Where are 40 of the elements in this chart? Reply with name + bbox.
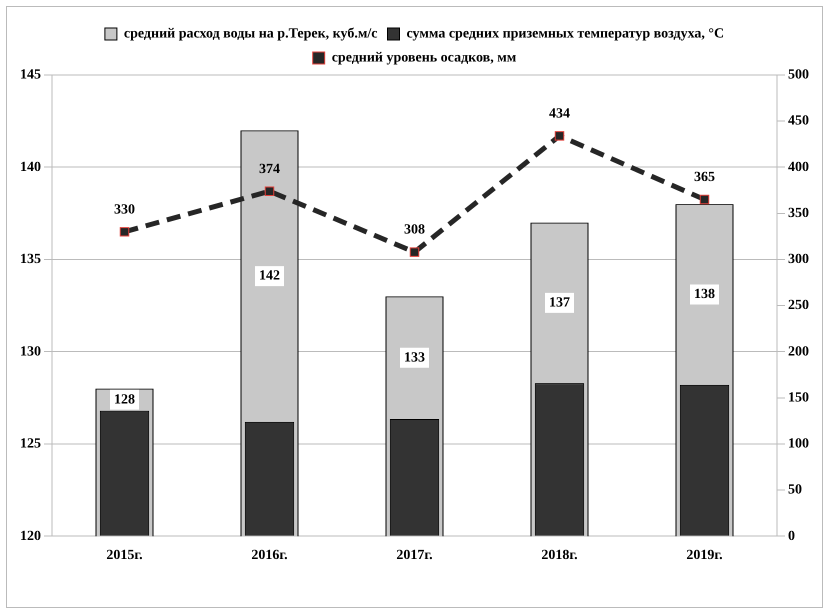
y2-tick-label: 200 [788, 344, 809, 360]
data-label: 142 [259, 268, 280, 284]
y2-tick-label: 50 [788, 482, 802, 498]
y-tick-label: 135 [20, 252, 41, 268]
data-label: 133 [404, 350, 425, 366]
legend-label: средний расход воды на р.Терек, куб.м/с [124, 26, 378, 42]
y2-tick-label: 0 [788, 528, 795, 544]
point [120, 227, 130, 237]
point [264, 186, 274, 196]
data-label: 308 [404, 222, 425, 238]
data-label: 330 [114, 202, 135, 218]
x-tick-label: 2015г. [106, 548, 143, 564]
data-label: 138 [694, 287, 715, 302]
y-tick-label: 120 [20, 528, 41, 544]
legend-label: средний уровень осадков, мм [332, 50, 517, 66]
y2-tick-label: 450 [788, 114, 809, 129]
y2-tick-label: 400 [788, 160, 809, 175]
data-label: 137 [549, 295, 570, 310]
y2-tick-label: 150 [788, 390, 809, 406]
data-label: 374 [259, 162, 280, 177]
y-tick-label: 145 [20, 68, 41, 83]
y-tick-label: 140 [20, 160, 41, 175]
y2-tick-label: 300 [788, 252, 809, 268]
data-label: 434 [549, 106, 570, 122]
point [700, 194, 710, 204]
x-tick-label: 2017г. [396, 548, 433, 564]
x-tick-label: 2019г. [686, 548, 723, 564]
x-tick-label: 2016г. [251, 548, 288, 564]
y2-tick-label: 500 [788, 68, 809, 83]
data-label: 128 [114, 392, 135, 408]
y2-tick-label: 250 [788, 298, 809, 314]
point [410, 247, 420, 257]
y2-tick-label: 100 [788, 436, 809, 452]
legend-label: сумма средних приземных температур воздуха, °С [406, 26, 724, 42]
x-tick-label: 2018г. [541, 548, 578, 564]
data-label: 365 [694, 170, 715, 186]
y2-tick-label: 350 [788, 206, 809, 221]
point [554, 131, 564, 141]
y-tick-label: 130 [20, 344, 41, 360]
y-tick-label: 125 [20, 436, 41, 452]
